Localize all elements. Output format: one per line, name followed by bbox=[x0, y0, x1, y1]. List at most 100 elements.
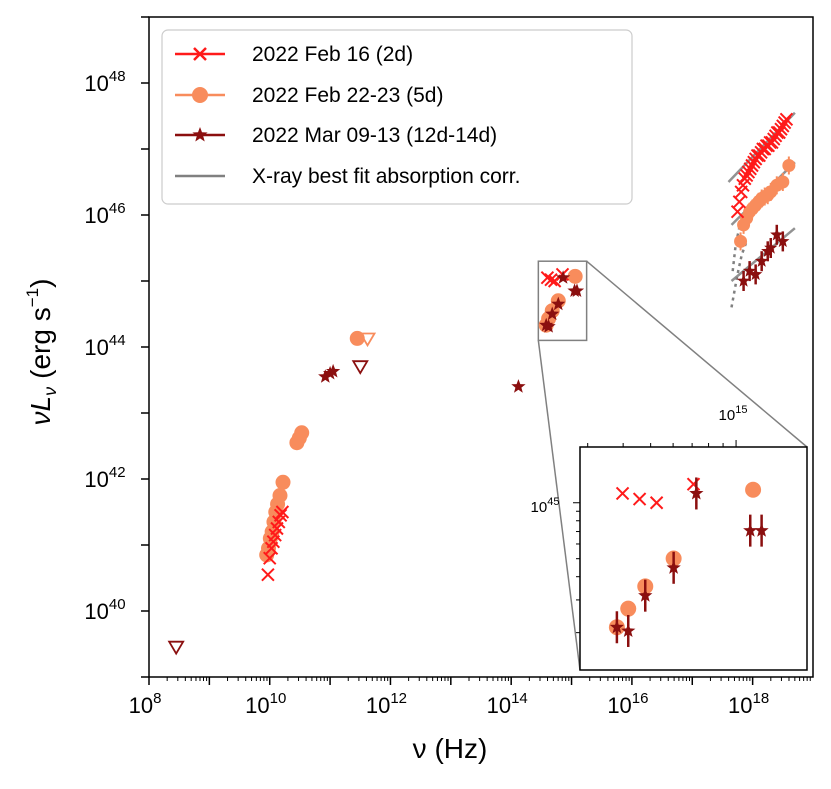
mar09-star-point bbox=[551, 296, 566, 311]
legend-entry-feb16: 2022 Feb 16 (2d) bbox=[175, 43, 413, 66]
x-tick-label: 1016 bbox=[607, 690, 648, 718]
mar09-xray-star-point bbox=[764, 241, 778, 254]
legend-entry-feb22: 2022 Feb 22-23 (5d) bbox=[175, 84, 443, 107]
feb22-xray-circle-point bbox=[734, 234, 748, 248]
legend: 2022 Feb 16 (2d) 2022 Feb 22-23 (5d) 202… bbox=[161, 29, 633, 205]
inset-mar09-star-point bbox=[754, 523, 769, 537]
mar09-xray-star-point bbox=[776, 234, 790, 248]
inset-zoom-panel: 1015 1045 bbox=[531, 404, 808, 671]
feb16-cross-point bbox=[261, 567, 275, 582]
y-tick-label: 1044 bbox=[84, 332, 125, 360]
mar09-star-point bbox=[326, 363, 341, 378]
inset-feb16-cross-point bbox=[632, 492, 647, 506]
y-axis-title-units: (erg s bbox=[25, 307, 56, 379]
zoom-connector-line bbox=[537, 340, 581, 671]
y-axis-title-units-end: ) bbox=[25, 279, 56, 288]
feb16-xray-cross-point bbox=[777, 115, 792, 130]
xray-absorbed-fit-curve bbox=[730, 240, 748, 308]
legend-entry-xray-fit: X-ray best fit absorption corr. bbox=[175, 165, 520, 188]
feb16-xray-cross-point bbox=[743, 162, 757, 176]
feb16-cross-point bbox=[544, 272, 558, 287]
feb22-xray-circle-point bbox=[776, 175, 790, 189]
main-plot-area: 108 1010 1012 1014 1016 1018 1040 1042 1044 1046 1… bbox=[84, 16, 814, 718]
mar09-star-point bbox=[556, 270, 571, 284]
y-axis-title-sub: ν bbox=[40, 387, 60, 396]
inset-feb16-cross-point bbox=[615, 486, 630, 501]
legend-label-feb22: 2022 Feb 22-23 (5d) bbox=[252, 84, 443, 107]
inset-x-tick-label: 1015 bbox=[719, 404, 748, 424]
inset-frame bbox=[579, 446, 808, 671]
mar09-star-point bbox=[318, 369, 333, 383]
y-tick-label: 1042 bbox=[84, 464, 125, 492]
xray-best-fit-line bbox=[730, 227, 796, 282]
feb22-circle-point bbox=[275, 474, 291, 490]
feb16-xray-cross-point bbox=[745, 158, 759, 173]
legend-star-marker bbox=[192, 127, 208, 142]
inset-ticks bbox=[573, 440, 737, 634]
mar09-star-point bbox=[569, 283, 585, 297]
svg-text:νLν(erg s−1): νLν (erg s−1) bbox=[23, 279, 60, 426]
inset-data-marks bbox=[608, 477, 769, 647]
mar09-xray-star-point bbox=[736, 274, 751, 287]
feb16-xray-cross-point bbox=[765, 135, 779, 150]
data-marks bbox=[167, 111, 796, 656]
inset-feb22-circle-point bbox=[620, 600, 637, 617]
y-tick-label: 1046 bbox=[84, 200, 125, 228]
legend-x-marker bbox=[193, 47, 207, 61]
inset-feb22-circle-point bbox=[745, 481, 762, 498]
feb22-circle-point bbox=[567, 268, 583, 284]
axis-ticks: 108 1010 1012 1014 1016 1018 1040 1042 1044 1046 1… bbox=[84, 16, 811, 718]
mar09-xray-star-point bbox=[770, 227, 784, 241]
mar09-star-point bbox=[541, 319, 556, 333]
mar09-xray-star-point bbox=[743, 264, 757, 277]
feb22-upper-limit-triangle bbox=[358, 332, 377, 348]
y-axis-title-units-exp: −1 bbox=[23, 288, 42, 307]
feb16-xray-cross-point bbox=[776, 119, 790, 133]
x-tick-label: 108 bbox=[129, 690, 162, 718]
y-axis-title-main: νL bbox=[25, 396, 56, 426]
x-axis-title: ν (Hz) bbox=[413, 733, 488, 764]
y-tick-label: 1040 bbox=[84, 596, 125, 624]
feb16-cross-point bbox=[540, 270, 555, 285]
feb16-xray-cross-point bbox=[739, 168, 754, 183]
mar09-xray-star-point bbox=[749, 267, 763, 281]
inset-mar09-star-point bbox=[638, 588, 653, 602]
x-tick-label: 1010 bbox=[245, 690, 286, 718]
mar09-upper-limit-triangle bbox=[167, 640, 185, 656]
legend-label-mar09: 2022 Mar 09-13 (12d-14d) bbox=[252, 124, 497, 147]
inset-mar09-star-point bbox=[609, 619, 624, 634]
mar09-star-point bbox=[511, 379, 526, 393]
feb22-circle-point bbox=[272, 488, 288, 503]
feb16-xray-cross-point bbox=[774, 122, 788, 136]
feb16-xray-cross-point bbox=[779, 112, 794, 127]
inset-mar09-star-point bbox=[621, 623, 636, 637]
feb16-cross-point bbox=[275, 505, 290, 519]
inset-mar09-star-point bbox=[666, 560, 681, 574]
mar09-xray-star-point bbox=[755, 254, 769, 267]
inset-y-tick-label: 1045 bbox=[531, 496, 560, 516]
feb16-cross-point bbox=[273, 508, 288, 523]
legend-circle-marker bbox=[192, 87, 208, 103]
inset-feb16-cross-point bbox=[649, 496, 664, 510]
feb22-xray-circle-point bbox=[782, 159, 796, 172]
mar09-star-point bbox=[545, 306, 560, 321]
legend-label-feb16: 2022 Feb 16 (2d) bbox=[252, 43, 413, 66]
x-tick-label: 1012 bbox=[366, 690, 407, 718]
y-axis-title: νLν (erg s−1) bbox=[23, 279, 60, 426]
mar09-upper-limit-triangle bbox=[351, 360, 369, 375]
zoom-guides bbox=[537, 260, 808, 671]
feb22-circle-point bbox=[294, 425, 310, 441]
inset-mar09-star-point bbox=[689, 486, 704, 500]
x-tick-label: 1018 bbox=[728, 690, 769, 718]
zoom-box bbox=[537, 260, 588, 342]
legend-box bbox=[161, 29, 633, 205]
legend-entry-mar09: 2022 Mar 09-13 (12d-14d) bbox=[175, 124, 497, 147]
feb16-xray-cross-point bbox=[738, 171, 752, 186]
feb16-xray-cross-point bbox=[772, 125, 786, 140]
x-tick-label: 1014 bbox=[487, 690, 528, 718]
zoom-connector-line bbox=[586, 260, 808, 448]
legend-label-xray-fit: X-ray best fit absorption corr. bbox=[252, 165, 520, 188]
inset-mar09-star-point bbox=[743, 523, 758, 537]
y-tick-label: 1048 bbox=[84, 68, 125, 96]
